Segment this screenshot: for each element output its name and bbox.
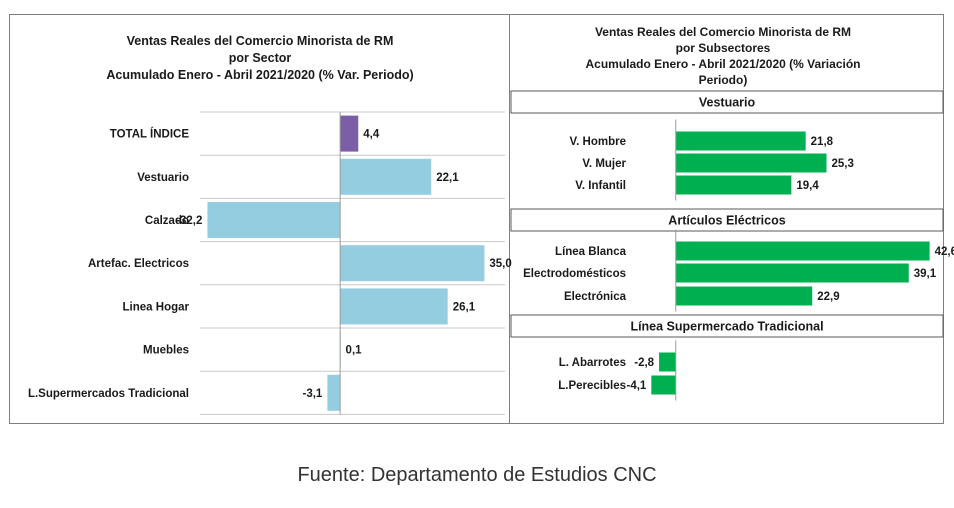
right-value-label: 39,1: [914, 268, 937, 280]
chart-divider: [509, 14, 510, 424]
left-value-label: 4,4: [363, 129, 380, 141]
right-category-label: L. Abarrotes: [559, 357, 626, 369]
right-value-label: 19,4: [796, 180, 819, 192]
left-category-label: Linea Hogar: [123, 301, 190, 313]
right-category-label: V. Infantil: [575, 180, 626, 192]
left-title-line-2: por Sector: [228, 51, 292, 65]
left-value-label: -3,1: [303, 388, 323, 400]
left-value-label: 26,1: [453, 301, 476, 313]
left-category-label: TOTAL ÍNDICE: [110, 128, 190, 141]
right-chart-title: Ventas Reales del Comercio Minorista de …: [513, 24, 933, 88]
source-note: Fuente: Departamento de Estudios CNC: [297, 464, 657, 486]
group-header-label: Línea Supermercado Tradicional: [630, 320, 823, 334]
right-bar: [675, 263, 909, 283]
right-bar: [675, 286, 813, 306]
left-bar: [327, 374, 341, 411]
left-title-line-1: Ventas Reales del Comercio Minorista de …: [126, 34, 394, 48]
right-category-label: V. Mujer: [582, 158, 626, 170]
right-category-label: V. Hombre: [570, 136, 626, 148]
left-value-label: 22,1: [436, 172, 459, 184]
left-title-line-3: Acumulado Enero - Abril 2021/2020 (% Var…: [106, 68, 414, 82]
group-header-box: [510, 314, 944, 338]
right-title-line-3: Acumulado Enero - Abril 2021/2020 (% Var…: [585, 57, 861, 71]
left-category-label: Muebles: [143, 345, 189, 357]
group-header-label: Vestuario: [699, 96, 756, 110]
left-value-label: -32,2: [176, 215, 202, 227]
right-bar: [675, 241, 930, 261]
right-value-label: 21,8: [811, 136, 834, 148]
left-category-label: Vestuario: [137, 172, 189, 184]
right-bar: [651, 375, 676, 395]
left-bar: [340, 245, 485, 282]
left-bar: [340, 288, 448, 325]
left-bar: [207, 202, 341, 238]
left-category-label: Calzado: [145, 215, 189, 227]
right-title-line-2: por Subsectores: [675, 41, 771, 55]
right-bar: [659, 352, 676, 372]
left-chart-title: Ventas Reales del Comercio Minorista de …: [40, 33, 480, 84]
left-value-label: 0,1: [346, 345, 363, 357]
right-value-label: -4,1: [626, 380, 646, 392]
right-bar: [675, 131, 806, 151]
left-value-label: 35,0: [489, 258, 511, 270]
left-category-label: L.Supermercados Tradicional: [28, 388, 189, 400]
right-category-label: Electrodomésticos: [523, 268, 626, 280]
left-bar: [340, 115, 359, 152]
group-header-label: Artículos Eléctricos: [668, 214, 785, 228]
group-header-box: [510, 90, 944, 114]
right-category-label: L.Perecibles: [558, 380, 626, 392]
right-category-label: Electrónica: [564, 291, 627, 303]
left-bar: [340, 158, 432, 195]
right-value-label: 22,9: [817, 291, 839, 303]
right-value-label: 42,6: [935, 246, 954, 258]
right-title-line-1: Ventas Reales del Comercio Minorista de …: [594, 25, 852, 39]
group-header-box: [510, 208, 944, 232]
right-value-label: 25,3: [832, 158, 854, 170]
right-bar: [675, 153, 827, 173]
right-value-label: -2,8: [634, 357, 654, 369]
right-bar: [675, 175, 792, 195]
left-category-label: Artefac. Electricos: [88, 258, 189, 270]
right-category-label: Línea Blanca: [555, 246, 627, 258]
right-title-line-4: Periodo): [698, 73, 748, 87]
